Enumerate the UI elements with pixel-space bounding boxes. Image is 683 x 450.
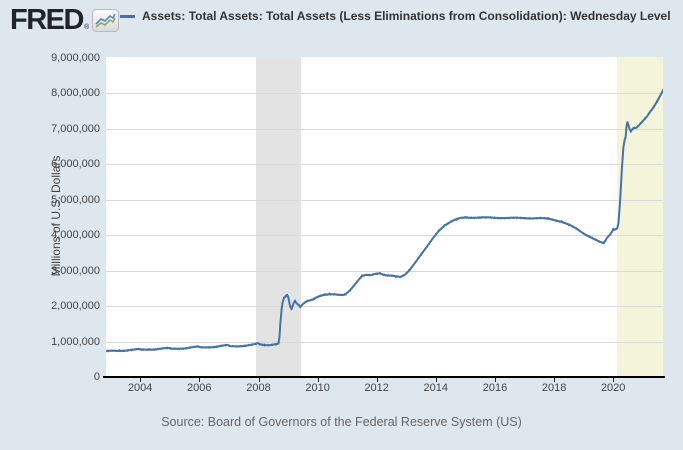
gridline [106,200,663,201]
legend: Assets: Total Assets: Total Assets (Less… [120,9,683,24]
x-tick [317,378,319,382]
x-tick [435,378,437,382]
y-axis-title: Millions of U.S. Dollars [49,155,63,277]
x-tick-label: 2004 [127,382,153,394]
x-tick-label: 2006 [187,382,212,394]
y-tick-label: 6,000,000 [51,158,100,170]
x-tick [140,378,142,382]
y-tick-label: 0 [93,371,100,383]
y-tick-label: 8,000,000 [51,87,100,99]
legend-line-swatch [120,15,135,18]
x-tick-label: 2014 [423,382,449,394]
line-chart-icon [92,8,120,32]
gridline [106,93,663,94]
source-note: Source: Board of Governors of the Federa… [161,415,522,429]
x-tick-label: 2020 [600,382,626,394]
gridline [106,342,663,343]
chart-canvas[interactable] [106,57,663,377]
x-tick [376,378,378,382]
x-tick-label: 2012 [364,382,389,394]
registered-trademark: ® [83,24,90,31]
recession-band [256,57,302,377]
gridline [106,164,663,165]
y-tick-label: 7,000,000 [51,122,100,135]
x-tick [199,378,201,382]
x-tick [495,378,496,382]
plot-area[interactable] [106,57,663,377]
x-tick [613,378,615,382]
x-tick [258,378,260,382]
gridline [106,271,663,272]
y-tick-label: 4,000,000 [51,229,100,241]
gridline [106,129,663,130]
y-tick-label: 3,000,000 [51,264,100,277]
recession-band [616,57,663,377]
x-tick-label: 2010 [305,382,330,394]
x-tick-label: 2016 [482,382,508,394]
y-tick-label: 9,000,000 [51,51,100,64]
data-line [106,89,663,353]
gridline [106,306,663,307]
legend-series-label[interactable]: Assets: Total Assets: Total Assets (Less… [142,9,671,23]
x-tick-label: 2018 [541,382,567,394]
gridline [106,235,663,236]
y-tick-label: 1,000,000 [51,335,100,348]
x-tick-label: 2008 [246,382,271,394]
y-tick-label: 2,000,000 [51,300,100,312]
x-tick [554,378,556,382]
y-tick-label: 5,000,000 [51,193,100,206]
fred-logo[interactable]: FRED ® [10,4,120,36]
fred-logo-text: FRED [10,4,84,36]
x-axis-line [103,376,665,378]
